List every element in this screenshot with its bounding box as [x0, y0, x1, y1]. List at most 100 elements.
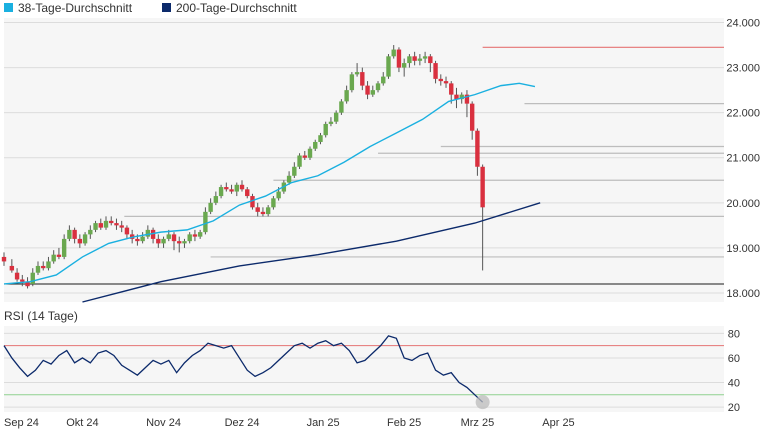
- legend-label-ma200[interactable]: 200-Tage-Durchschnitt: [176, 1, 297, 15]
- candle-up: [307, 148, 313, 158]
- candle-up: [203, 211, 208, 233]
- candle-down: [365, 85, 370, 95]
- ma38-line: [3, 82, 536, 285]
- candle-up: [292, 166, 297, 176]
- x-tick-label: Feb 25: [387, 417, 421, 429]
- candle-down: [171, 234, 177, 242]
- candle-up: [61, 238, 67, 257]
- candle-down: [229, 189, 234, 192]
- candle-down: [239, 184, 245, 190]
- candle-down: [475, 130, 480, 167]
- candlesticks: [1, 45, 485, 289]
- candle-down: [245, 189, 250, 197]
- candle-up: [166, 234, 171, 239]
- ma200-line: [82, 202, 541, 303]
- candle-up: [265, 207, 271, 215]
- candle-down: [464, 94, 470, 104]
- candle-down: [302, 155, 307, 158]
- candle-up: [67, 229, 72, 239]
- candle-down: [41, 265, 46, 269]
- x-tick-label: Apr 25: [542, 417, 574, 429]
- price-y-tick-label: 21.000: [726, 153, 760, 165]
- candle-up: [349, 74, 355, 91]
- price-panel: 18.000 19.000 20.000 21.000 22.000 23.000 24.0…: [1, 18, 760, 303]
- candle-up: [103, 220, 109, 228]
- candle-up: [391, 49, 396, 57]
- candle-down: [56, 254, 62, 257]
- candle-up: [208, 202, 213, 212]
- candle-up: [30, 272, 35, 284]
- price-y-tick-label: 18.000: [726, 288, 760, 300]
- candle-up: [46, 261, 51, 269]
- candle-down: [260, 211, 266, 215]
- candle-up: [140, 236, 145, 242]
- candle-down: [14, 272, 20, 280]
- x-tick-label: Jan 25: [307, 417, 340, 429]
- candle-down: [454, 94, 459, 100]
- candle-down: [77, 238, 83, 244]
- rsi-title: RSI (14 Tage): [4, 309, 78, 323]
- candle-down: [177, 241, 182, 244]
- candle-down: [150, 229, 156, 239]
- candle-up: [286, 175, 292, 183]
- candle-down: [98, 223, 103, 228]
- candle-down: [250, 196, 255, 208]
- x-axis: Sep 24 Okt 24 Nov 24 Dez 24 Jan 25 Feb 25 Mrz …: [4, 417, 575, 429]
- candle-down: [25, 281, 30, 287]
- candle-down: [224, 187, 229, 190]
- candle-up: [407, 56, 412, 64]
- x-tick-label: Dez 24: [225, 417, 260, 429]
- candle-down: [428, 56, 433, 64]
- candle-up: [197, 232, 203, 237]
- candle-up: [323, 123, 328, 136]
- candle-up: [401, 63, 407, 68]
- candle-up: [313, 141, 318, 149]
- candle-down: [72, 229, 77, 239]
- candle-down: [9, 265, 15, 271]
- candle-up: [381, 76, 386, 84]
- candle-up: [375, 83, 381, 91]
- candle-up: [88, 229, 93, 235]
- candle-down: [360, 72, 365, 86]
- candle-down: [449, 83, 454, 95]
- candle-up: [271, 198, 276, 208]
- rsi-gridlines: [4, 332, 724, 408]
- rsi-end-marker: [475, 395, 490, 410]
- candle-up: [328, 121, 334, 124]
- price-gridlines: [4, 22, 724, 294]
- rsi-y-tick-label: 40: [728, 378, 740, 390]
- x-tick-label: Sep 24: [4, 417, 39, 429]
- candle-up: [344, 90, 349, 102]
- candle-down: [109, 220, 114, 224]
- x-tick-label: Okt 24: [66, 417, 98, 429]
- price-y-tick-label: 23.000: [726, 63, 760, 75]
- candle-up: [318, 135, 323, 142]
- candle-down: [119, 225, 124, 228]
- candle-down: [255, 207, 260, 212]
- candle-up: [422, 56, 428, 59]
- rsi-y-tick-label: 80: [728, 328, 740, 340]
- candle-up: [213, 196, 219, 203]
- x-tick-label: Nov 24: [146, 417, 181, 429]
- candle-up: [51, 254, 56, 262]
- rsi-panel: RSI (14 Tage) 20 40 60 80: [3, 309, 740, 414]
- legend: 38-Tage-Durchschnitt 200-Tage-Durchschni…: [4, 1, 297, 15]
- rsi-y-axis: 20 40 60 80: [728, 328, 740, 414]
- rsi-y-tick-label: 20: [728, 402, 740, 414]
- candle-down: [396, 49, 402, 68]
- price-y-axis: 18.000 19.000 20.000 21.000 22.000 23.000 24.0…: [726, 18, 760, 300]
- candle-up: [234, 184, 239, 192]
- candle-up: [297, 155, 302, 167]
- candle-down: [469, 103, 475, 131]
- candle-up: [276, 191, 281, 199]
- candle-up: [417, 58, 423, 61]
- candle-down: [156, 238, 161, 244]
- price-y-tick-label: 24.000: [726, 18, 760, 30]
- legend-label-ma38[interactable]: 38-Tage-Durchschnitt: [18, 1, 133, 15]
- candle-down: [480, 166, 485, 208]
- candle-down: [433, 63, 438, 79]
- candle-up: [35, 265, 41, 273]
- candle-down: [438, 78, 443, 82]
- candle-down: [443, 81, 449, 84]
